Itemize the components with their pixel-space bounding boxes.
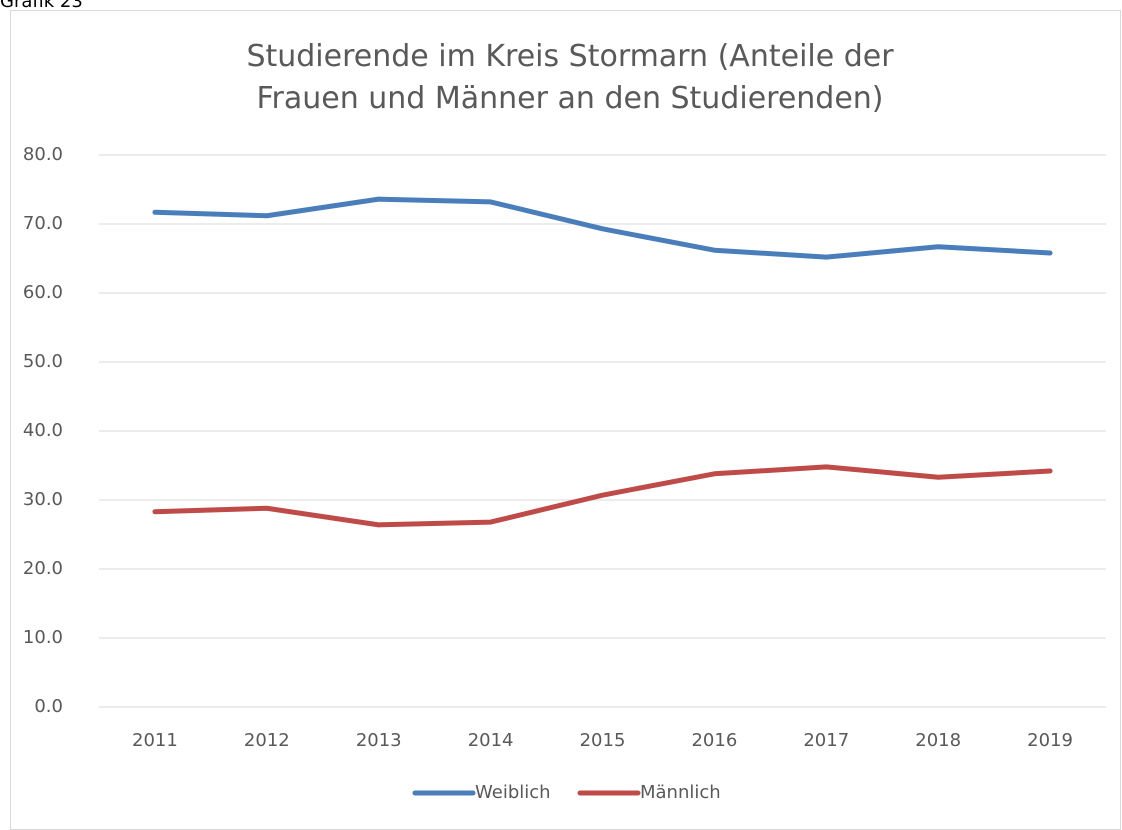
x-tick-label: 2015 xyxy=(580,730,626,751)
chart-title: Studierende im Kreis Stormarn (Anteile d… xyxy=(246,39,894,116)
x-tick-label: 2019 xyxy=(1027,730,1073,751)
y-tick-label: 80.0 xyxy=(23,144,63,165)
y-tick-label: 0.0 xyxy=(34,696,63,717)
y-tick-label: 30.0 xyxy=(23,489,63,510)
x-tick-label: 2013 xyxy=(356,730,402,751)
y-tick-label: 10.0 xyxy=(23,627,63,648)
caption: Grafik 23 xyxy=(0,0,83,12)
y-tick-label: 60.0 xyxy=(23,282,63,303)
y-tick-label: 70.0 xyxy=(23,213,63,234)
x-tick-label: 2012 xyxy=(244,730,290,751)
series-line xyxy=(152,196,1053,260)
x-tick-label: 2011 xyxy=(132,730,178,751)
series-line xyxy=(152,464,1053,528)
y-tick-label: 20.0 xyxy=(23,558,63,579)
y-tick-label: 50.0 xyxy=(23,351,63,372)
legend-label: Weiblich xyxy=(475,782,551,803)
x-tick-label: 2016 xyxy=(691,730,737,751)
x-tick-label: 2017 xyxy=(803,730,849,751)
y-tick-label: 40.0 xyxy=(23,420,63,441)
x-tick-label: 2014 xyxy=(468,730,514,751)
legend-label: Männlich xyxy=(640,782,721,803)
x-tick-label: 2018 xyxy=(915,730,961,751)
